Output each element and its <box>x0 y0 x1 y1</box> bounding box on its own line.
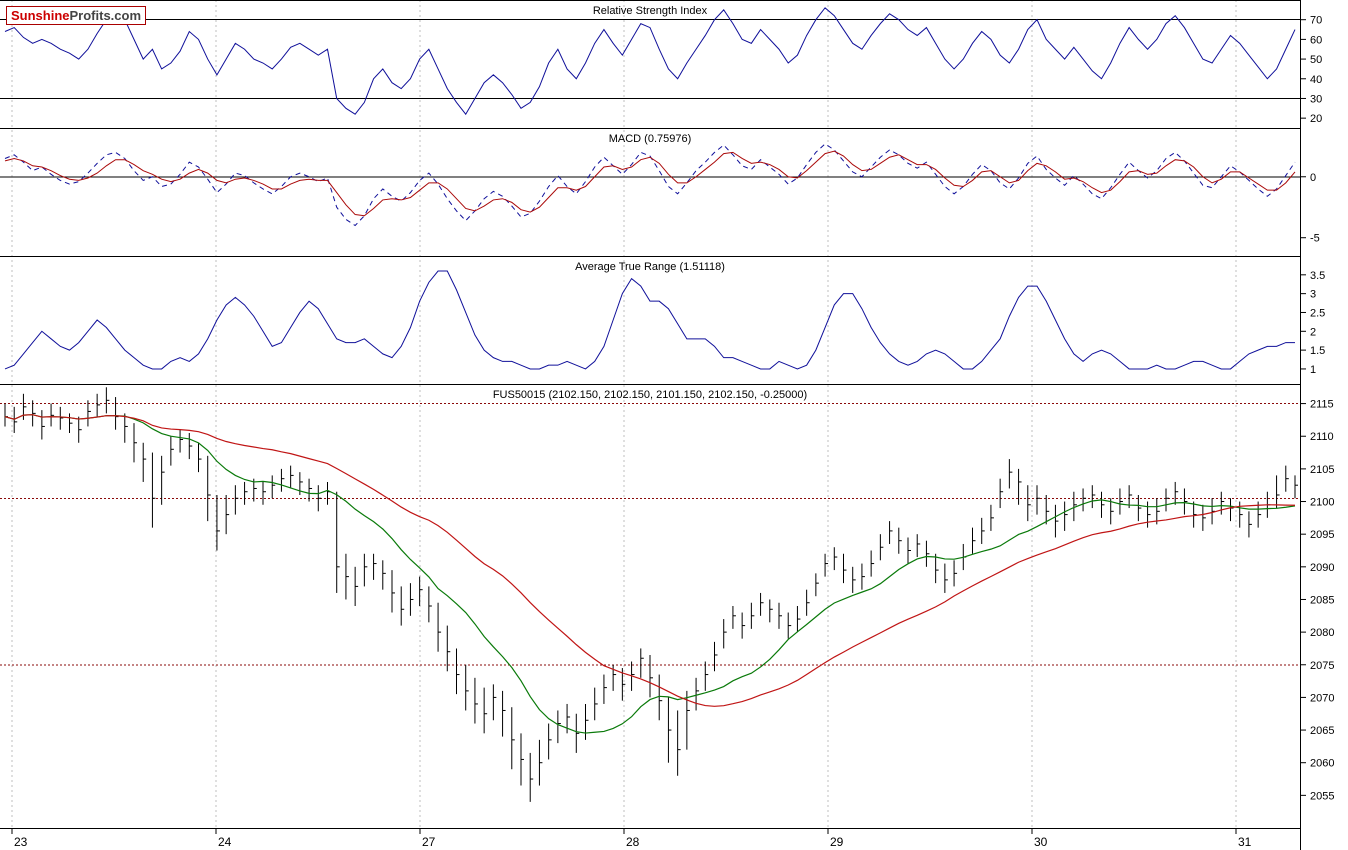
svg-text:MACD (0.75976): MACD (0.75976) <box>609 133 692 145</box>
svg-text:2095: 2095 <box>1310 529 1334 541</box>
svg-text:20: 20 <box>1310 113 1322 125</box>
svg-text:-5: -5 <box>1310 233 1320 245</box>
svg-text:70: 70 <box>1310 15 1322 27</box>
svg-text:0: 0 <box>1310 172 1316 184</box>
svg-text:3.5: 3.5 <box>1310 270 1325 282</box>
stock-chart: SunshineProfits.com 203040506070Relative… <box>0 0 1348 850</box>
svg-text:2.5: 2.5 <box>1310 307 1325 319</box>
svg-text:23: 23 <box>14 835 28 849</box>
svg-text:2085: 2085 <box>1310 594 1334 606</box>
svg-text:2105: 2105 <box>1310 464 1334 476</box>
svg-text:1: 1 <box>1310 364 1316 376</box>
svg-text:30: 30 <box>1310 93 1322 105</box>
svg-text:2080: 2080 <box>1310 627 1334 639</box>
svg-text:2115: 2115 <box>1310 399 1334 411</box>
svg-text:60: 60 <box>1310 34 1322 46</box>
svg-text:27: 27 <box>422 835 436 849</box>
svg-text:2070: 2070 <box>1310 692 1334 704</box>
svg-text:2065: 2065 <box>1310 725 1334 737</box>
svg-text:50: 50 <box>1310 54 1322 66</box>
svg-text:30: 30 <box>1034 835 1048 849</box>
svg-text:2060: 2060 <box>1310 758 1334 770</box>
svg-text:2090: 2090 <box>1310 562 1334 574</box>
svg-text:3: 3 <box>1310 289 1316 301</box>
svg-text:2075: 2075 <box>1310 660 1334 672</box>
svg-text:29: 29 <box>830 835 844 849</box>
svg-text:24: 24 <box>218 835 232 849</box>
svg-text:2100: 2100 <box>1310 497 1334 509</box>
svg-text:31: 31 <box>1238 835 1252 849</box>
svg-text:1.5: 1.5 <box>1310 345 1325 357</box>
svg-text:Relative Strength Index: Relative Strength Index <box>593 5 708 17</box>
watermark-part1: Sunshine <box>11 8 70 23</box>
watermark-logo: SunshineProfits.com <box>6 6 146 25</box>
svg-text:FUS50015 (2102.150, 2102.150,: FUS50015 (2102.150, 2102.150, 2101.150, … <box>493 389 807 401</box>
svg-text:28: 28 <box>626 835 640 849</box>
svg-text:2: 2 <box>1310 326 1316 338</box>
chart-svg: 20 30 40 50 60 70 Relative Strength Index -5 0 MA… <box>0 0 1348 850</box>
svg-text:40: 40 <box>1310 74 1322 86</box>
svg-text:2110: 2110 <box>1310 431 1334 443</box>
svg-text:Average True Range (1.51118): Average True Range (1.51118) <box>575 261 725 273</box>
svg-text:2055: 2055 <box>1310 790 1334 802</box>
watermark-part2: Profits.com <box>70 8 142 23</box>
